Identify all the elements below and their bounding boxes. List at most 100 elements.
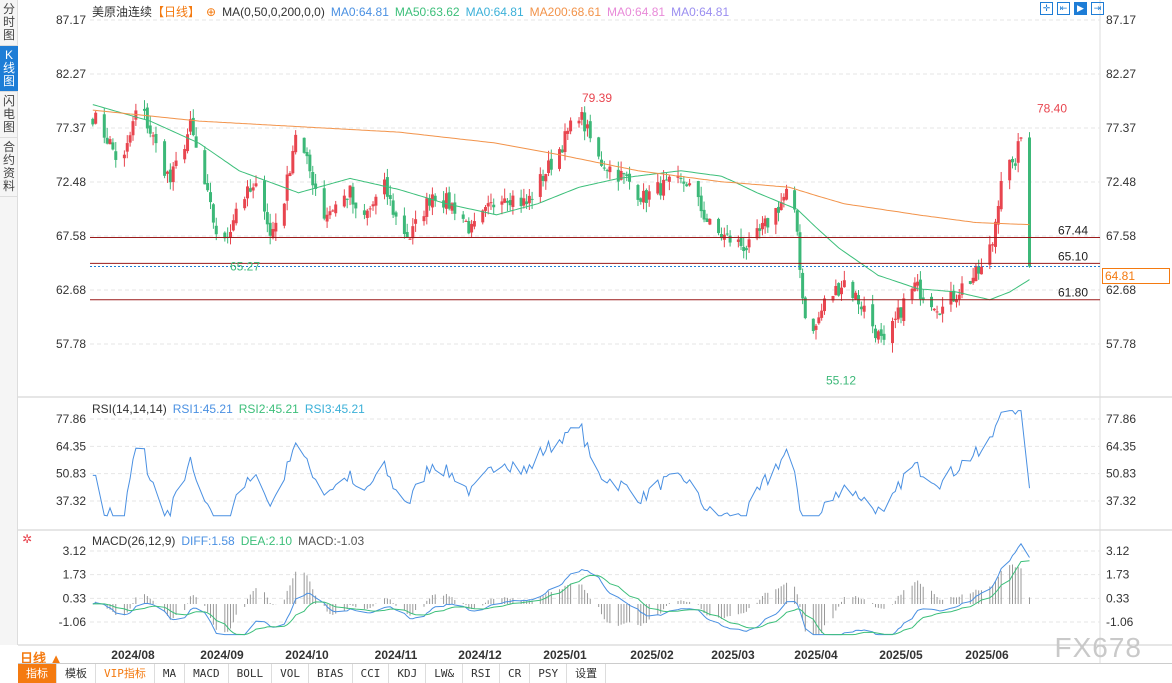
candle-body: [354, 202, 358, 209]
candle-body: [647, 191, 651, 200]
toolbar-1[interactable]: 模板: [57, 664, 96, 683]
candle-body: [183, 149, 187, 160]
fit-width-icon[interactable]: ⇤: [1057, 2, 1070, 15]
extreme-annotation: 65.27: [230, 259, 260, 273]
rsi-label[interactable]: RSI(14,14,14): [92, 402, 167, 416]
candle-body: [913, 282, 917, 291]
toolbar-3[interactable]: MA: [155, 664, 186, 683]
candle-body: [371, 204, 375, 207]
toolbar-14[interactable]: 设置: [567, 664, 607, 683]
toolbar-13[interactable]: PSY: [530, 664, 568, 683]
candle-body: [1016, 141, 1020, 163]
candle-body: [854, 292, 858, 300]
candle-body: [949, 291, 953, 305]
candle-body: [742, 246, 746, 252]
candle-body: [728, 235, 732, 243]
candle-body: [131, 121, 135, 136]
candle-body: [910, 288, 914, 300]
settings-icon[interactable]: ⊕: [206, 5, 217, 19]
candle-body: [871, 304, 875, 327]
candle-body: [563, 131, 567, 153]
candle-body: [639, 198, 643, 202]
candle-body: [795, 210, 799, 232]
toolbar-7[interactable]: BIAS: [309, 664, 353, 683]
candle-body: [211, 204, 215, 223]
candle-body: [94, 112, 98, 124]
candle-body: [566, 130, 570, 134]
candle-body: [659, 183, 663, 196]
candle-body: [577, 120, 581, 124]
toolbar-6[interactable]: VOL: [272, 664, 309, 683]
candle-body: [679, 178, 683, 180]
period-button[interactable]: 日线 ▲: [20, 651, 63, 666]
candle-body: [628, 173, 632, 182]
candle-body: [527, 195, 531, 204]
play-icon[interactable]: ▶: [1074, 2, 1087, 15]
toolbar-8[interactable]: CCI: [353, 664, 390, 683]
toolbar-10[interactable]: LW&: [426, 664, 464, 683]
ma-indicator-label[interactable]: MA(0,50,0,200,0,0): [222, 5, 325, 19]
sidebar-tab-1[interactable]: K线图: [0, 46, 18, 92]
candle-body: [206, 183, 210, 191]
kline-chart[interactable]: 87.17 87.17 82.27 82.27 77.37 77.37 72.48 72.48…: [0, 0, 1172, 663]
candle-body: [291, 151, 295, 174]
candle-body: [394, 212, 398, 217]
candle-body: [467, 221, 471, 234]
axis-tick-label: 0.33: [63, 591, 87, 605]
crosshair-icon[interactable]: ✛: [1040, 2, 1053, 15]
candle-body: [921, 297, 925, 300]
candle-body: [708, 219, 712, 225]
sidebar-tab-2[interactable]: 闪电图: [0, 92, 18, 138]
candle-body: [265, 212, 269, 225]
candle-body: [793, 190, 797, 210]
candle-body: [268, 222, 272, 236]
candle-body: [996, 206, 1000, 225]
ma200-line: [92, 109, 1030, 226]
candle-body: [696, 181, 700, 198]
candle-body: [736, 239, 740, 242]
candle-body: [383, 179, 387, 195]
candle-body: [544, 174, 548, 182]
candle-body: [145, 107, 149, 129]
macd-label[interactable]: MACD(26,12,9): [92, 534, 176, 548]
candle-body: [461, 214, 465, 219]
axis-tick-label: 67.58: [56, 229, 86, 243]
candle-body: [325, 214, 329, 222]
toolbar-9[interactable]: KDJ: [389, 664, 427, 683]
legend-value: MACD:-1.03: [298, 534, 365, 548]
toolbar-0[interactable]: 指标: [18, 664, 57, 683]
macd-settings-icon[interactable]: ✲: [22, 532, 33, 546]
candle-body: [505, 201, 509, 203]
chart-type-sidebar: 分时图 K线图 闪电图 合约资料: [0, 0, 18, 645]
macd-histogram: [95, 564, 1030, 635]
toolbar-12[interactable]: CR: [500, 664, 531, 683]
candle-body: [530, 198, 534, 200]
level-label: 65.10: [1058, 249, 1088, 263]
chart-tools: ✛ ⇤ ▶ ⇥: [1040, 2, 1104, 15]
candle-body: [91, 118, 95, 125]
candle-body: [223, 232, 227, 239]
candle-body: [823, 298, 826, 312]
candle-body: [314, 183, 318, 189]
watermark: FX678: [1054, 632, 1142, 663]
axis-tick-label: 57.78: [1106, 337, 1136, 351]
candle-body: [1008, 159, 1012, 181]
diff-line: [92, 542, 1030, 636]
sidebar-tab-3[interactable]: 合约资料: [0, 138, 18, 197]
goto-end-icon[interactable]: ⇥: [1091, 2, 1104, 15]
candle-body: [122, 154, 126, 159]
toolbar-5[interactable]: BOLL: [229, 664, 273, 683]
sidebar-tab-0[interactable]: 分时图: [0, 0, 18, 46]
candle-body: [882, 333, 886, 340]
candle-body: [1013, 163, 1017, 166]
toolbar-4[interactable]: MACD: [185, 664, 229, 683]
candle-body: [935, 311, 939, 313]
toolbar-11[interactable]: RSI: [463, 664, 500, 683]
candle-body: [362, 210, 366, 215]
candle-body: [108, 139, 112, 145]
candle-body: [442, 200, 446, 208]
toolbar-2[interactable]: VIP指标: [96, 664, 155, 683]
candle-body: [322, 188, 326, 219]
legend-value: MA0:64.81: [330, 5, 389, 19]
candle-body: [560, 149, 564, 153]
